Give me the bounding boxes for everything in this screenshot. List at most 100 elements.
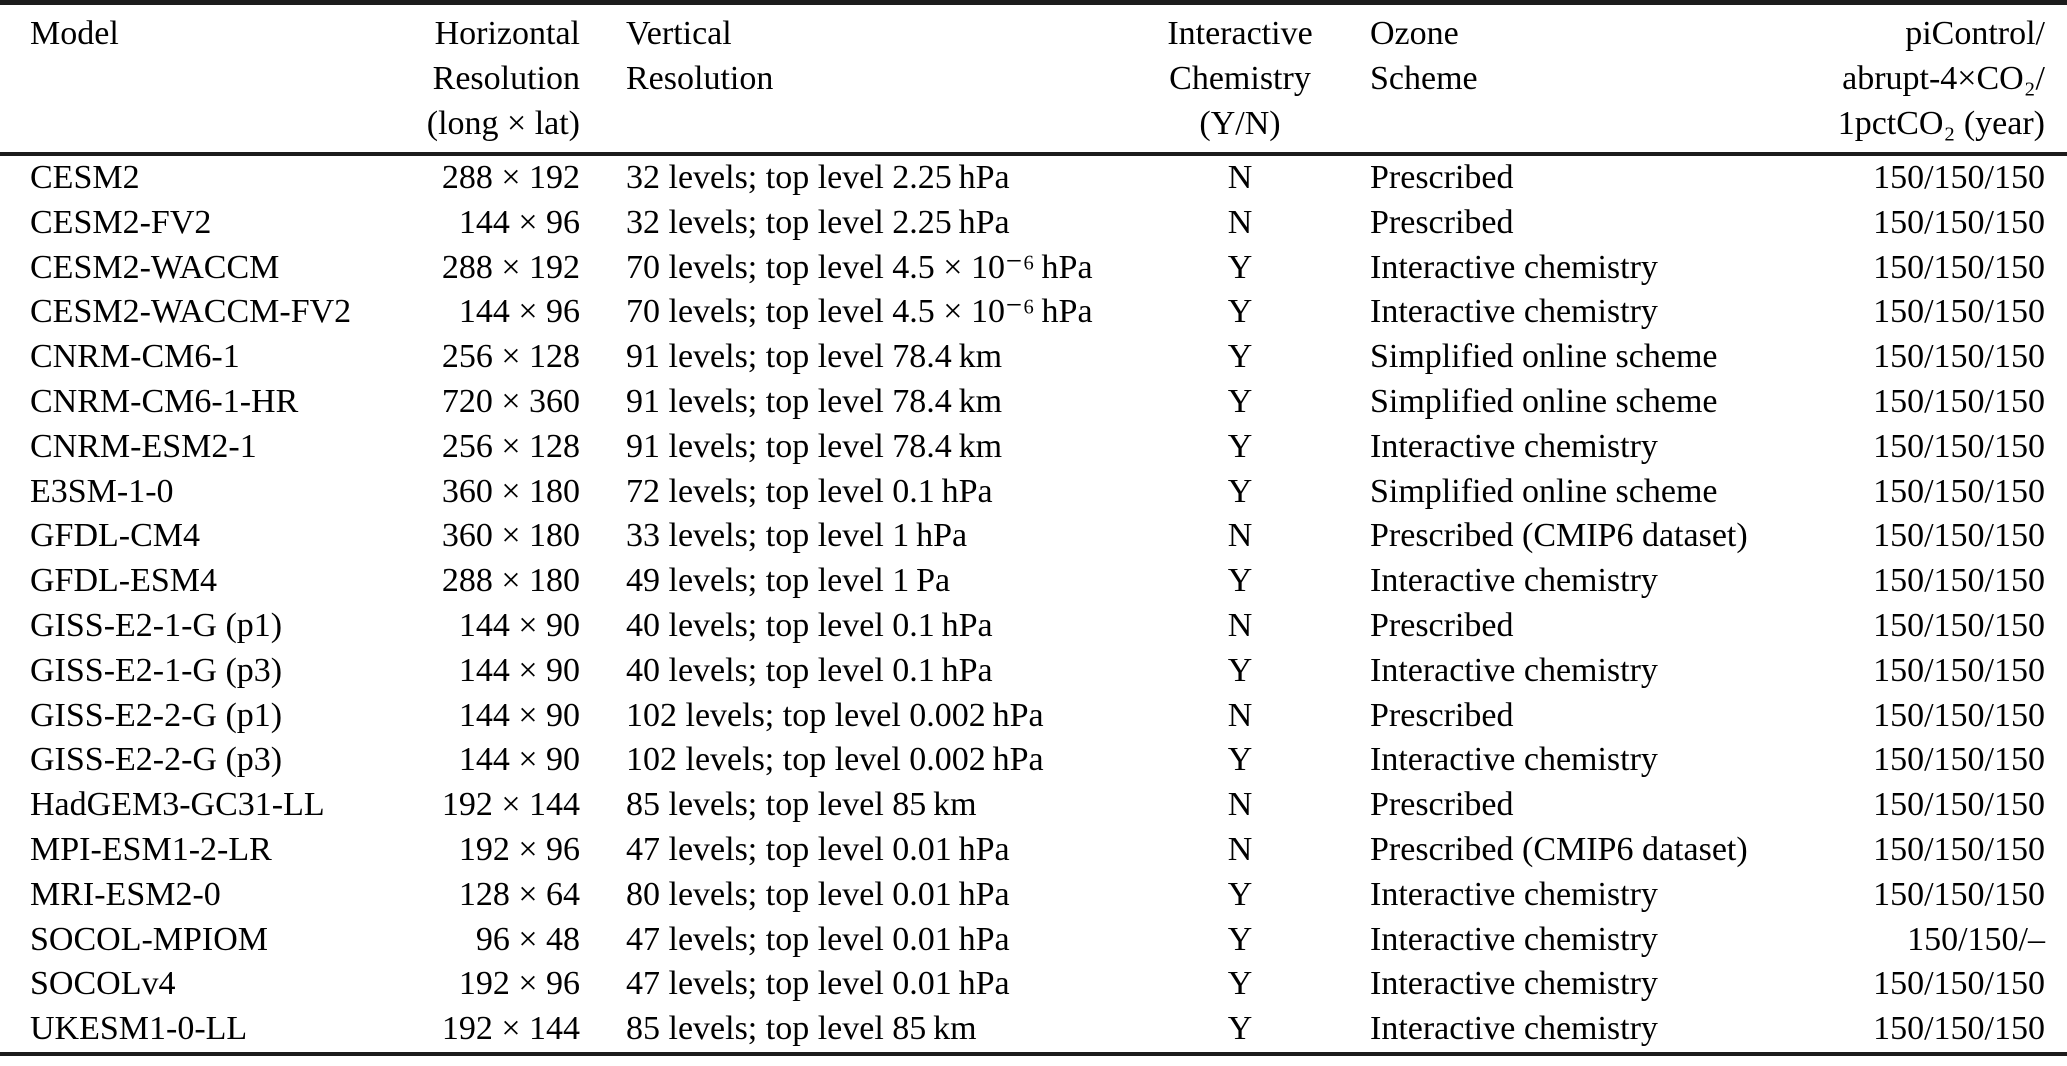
cell-horizontal-resolution: 144 × 90 bbox=[458, 606, 580, 644]
cell-interactive-chemistry: Y bbox=[1227, 338, 1253, 376]
column-header-line: Resolution bbox=[432, 60, 580, 97]
table-row: E3SM-1-0 360 × 180 72 levels; top level 0.… bbox=[0, 470, 2067, 515]
table-row: CNRM-CM6-1 256 × 128 91 levels; top level … bbox=[0, 335, 2067, 380]
cell-vertical-resolution: 91 levels; top level 78.4 km bbox=[626, 382, 1003, 420]
cell-vertical-resolution: 70 levels; top level 4.5 × 10⁻⁶ hPa bbox=[626, 293, 1093, 331]
cell-interactive-chemistry: Y bbox=[1227, 562, 1253, 600]
cell-experiment-years: 150/150/150 bbox=[1873, 696, 2045, 734]
cell-ozone-scheme: Prescribed bbox=[1370, 606, 1514, 644]
cell-experiment-years: 150/150/150 bbox=[1873, 965, 2045, 1003]
column-header-line: (Y/N) bbox=[1199, 105, 1281, 142]
cell-vertical-resolution: 72 levels; top level 0.1 hPa bbox=[626, 472, 993, 510]
cell-interactive-chemistry: Y bbox=[1227, 1010, 1253, 1048]
cell-vertical-resolution: 85 levels; top level 85 km bbox=[626, 1010, 977, 1048]
cell-vertical-resolution: 47 levels; top level 0.01 hPa bbox=[626, 830, 1010, 868]
cell-model: GISS-E2-2-G (p1) bbox=[30, 696, 283, 734]
table-row: GFDL-CM4 360 × 180 33 levels; top level 1 … bbox=[0, 514, 2067, 559]
table-row: MRI-ESM2-0 128 × 64 80 levels; top level 0… bbox=[0, 873, 2067, 918]
cell-horizontal-resolution: 128 × 64 bbox=[458, 875, 580, 913]
cell-experiment-years: 150/150/150 bbox=[1873, 338, 2045, 376]
table-row: SOCOL-MPIOM 96 × 48 47 levels; top level 0… bbox=[0, 918, 2067, 963]
column-header-line: abrupt-4×CO₂/ bbox=[1842, 60, 2045, 97]
cell-interactive-chemistry: N bbox=[1227, 696, 1253, 734]
cell-vertical-resolution: 70 levels; top level 4.5 × 10⁻⁶ hPa bbox=[626, 248, 1093, 286]
cell-experiment-years: 150/150/150 bbox=[1873, 382, 2045, 420]
column-header-line: Horizontal bbox=[434, 15, 580, 52]
cell-horizontal-resolution: 720 × 360 bbox=[441, 382, 580, 420]
table-row: MPI-ESM1-2-LR 192 × 96 47 levels; top leve… bbox=[0, 828, 2067, 873]
cell-interactive-chemistry: Y bbox=[1227, 741, 1253, 779]
cell-experiment-years: 150/150/150 bbox=[1873, 786, 2045, 824]
cell-interactive-chemistry: N bbox=[1227, 786, 1253, 824]
cell-vertical-resolution: 102 levels; top level 0.002 hPa bbox=[626, 741, 1044, 779]
cell-ozone-scheme: Interactive chemistry bbox=[1370, 651, 1658, 689]
cell-interactive-chemistry: Y bbox=[1227, 427, 1253, 465]
table-row: CNRM-CM6-1-HR 720 × 360 91 levels; top lev… bbox=[0, 380, 2067, 425]
cell-horizontal-resolution: 288 × 192 bbox=[441, 159, 580, 196]
cell-vertical-resolution: 91 levels; top level 78.4 km bbox=[626, 427, 1003, 465]
column-header-horizontal-resolution: Horizontal Resolution (long × lat) bbox=[425, 2, 580, 156]
column-header-interactive-chemistry: Interactive Chemistry (Y/N) bbox=[1110, 2, 1370, 156]
cell-horizontal-resolution: 360 × 180 bbox=[441, 517, 580, 555]
table-row: CESM2-FV2 144 × 96 32 levels; top level 2.… bbox=[0, 201, 2067, 246]
cell-ozone-scheme: Interactive chemistry bbox=[1370, 741, 1658, 779]
table-row: SOCOLv4 192 × 96 47 levels; top level 0.01… bbox=[0, 962, 2067, 1007]
cell-model: GFDL-ESM4 bbox=[30, 562, 218, 600]
cell-model: MPI-ESM1-2-LR bbox=[30, 830, 272, 868]
cell-ozone-scheme: Prescribed (CMIP6 dataset) bbox=[1370, 517, 1748, 555]
table-body: CESM2 288 × 192 32 levels; top level 2.25 … bbox=[0, 154, 2067, 1054]
cell-experiment-years: 150/150/150 bbox=[1873, 562, 2045, 600]
cell-experiment-years: 150/150/150 bbox=[1873, 606, 2045, 644]
cell-model: GFDL-CM4 bbox=[30, 517, 201, 555]
table-header: Model Horizontal Resolution (long × lat) Ver… bbox=[0, 2, 2067, 156]
cell-ozone-scheme: Interactive chemistry bbox=[1370, 293, 1658, 331]
table-row: CESM2-WACCM-FV2 144 × 96 70 levels; top le… bbox=[0, 290, 2067, 335]
column-header-line: Chemistry bbox=[1169, 60, 1311, 97]
cell-vertical-resolution: 102 levels; top level 0.002 hPa bbox=[626, 696, 1044, 734]
cell-horizontal-resolution: 144 × 90 bbox=[458, 741, 580, 779]
cell-experiment-years: 150/150/150 bbox=[1873, 203, 2045, 241]
cell-ozone-scheme: Interactive chemistry bbox=[1370, 920, 1658, 958]
cell-ozone-scheme: Simplified online scheme bbox=[1370, 382, 1718, 420]
cell-ozone-scheme: Interactive chemistry bbox=[1370, 875, 1658, 913]
table-row: GISS-E2-1-G (p1) 144 × 90 40 levels; top l… bbox=[0, 604, 2067, 649]
cell-model: CESM2 bbox=[30, 159, 140, 196]
cell-ozone-scheme: Interactive chemistry bbox=[1370, 248, 1658, 286]
cell-horizontal-resolution: 360 × 180 bbox=[441, 472, 580, 510]
cell-model: CESM2-FV2 bbox=[30, 203, 212, 241]
table-row: HadGEM3-GC31-LL 192 × 144 85 levels; top l… bbox=[0, 783, 2067, 828]
cell-vertical-resolution: 80 levels; top level 0.01 hPa bbox=[626, 875, 1010, 913]
cell-interactive-chemistry: Y bbox=[1227, 875, 1253, 913]
cell-interactive-chemistry: N bbox=[1227, 203, 1253, 241]
cell-experiment-years: 150/150/150 bbox=[1873, 248, 2045, 286]
cell-model: SOCOLv4 bbox=[30, 965, 176, 1003]
cell-ozone-scheme: Interactive chemistry bbox=[1370, 562, 1658, 600]
table-header-row: Model Horizontal Resolution (long × lat) Ver… bbox=[0, 2, 2067, 156]
cell-model: CNRM-CM6-1 bbox=[30, 338, 240, 376]
column-header-line: piControl/ bbox=[1905, 15, 2045, 52]
cell-ozone-scheme: Prescribed (CMIP6 dataset) bbox=[1370, 830, 1748, 868]
column-header-model: Model bbox=[0, 2, 425, 156]
cell-experiment-years: 150/150/150 bbox=[1873, 1010, 2045, 1048]
cell-model: SOCOL-MPIOM bbox=[30, 920, 269, 958]
column-header-line: 1pctCO₂ (year) bbox=[1837, 105, 2045, 142]
table-row: CESM2-WACCM 288 × 192 70 levels; top level… bbox=[0, 246, 2067, 291]
cell-model: GISS-E2-2-G (p3) bbox=[30, 741, 283, 779]
cell-interactive-chemistry: Y bbox=[1227, 382, 1253, 420]
cell-ozone-scheme: Prescribed bbox=[1370, 203, 1514, 241]
cell-horizontal-resolution: 288 × 180 bbox=[441, 562, 580, 600]
cell-horizontal-resolution: 192 × 96 bbox=[458, 965, 580, 1003]
cell-vertical-resolution: 47 levels; top level 0.01 hPa bbox=[626, 965, 1010, 1003]
column-header-line: Interactive bbox=[1167, 15, 1313, 52]
cell-horizontal-resolution: 288 × 192 bbox=[441, 248, 580, 286]
cell-experiment-years: 150/150/150 bbox=[1873, 875, 2045, 913]
cell-model: UKESM1-0-LL bbox=[30, 1010, 248, 1048]
column-header-line: Model bbox=[30, 15, 119, 52]
cell-horizontal-resolution: 192 × 144 bbox=[441, 1010, 580, 1048]
cell-ozone-scheme: Simplified online scheme bbox=[1370, 472, 1718, 510]
cell-interactive-chemistry: Y bbox=[1227, 472, 1253, 510]
cell-experiment-years: 150/150/150 bbox=[1873, 741, 2045, 779]
cell-horizontal-resolution: 144 × 96 bbox=[458, 293, 580, 331]
cell-horizontal-resolution: 144 × 90 bbox=[458, 651, 580, 689]
